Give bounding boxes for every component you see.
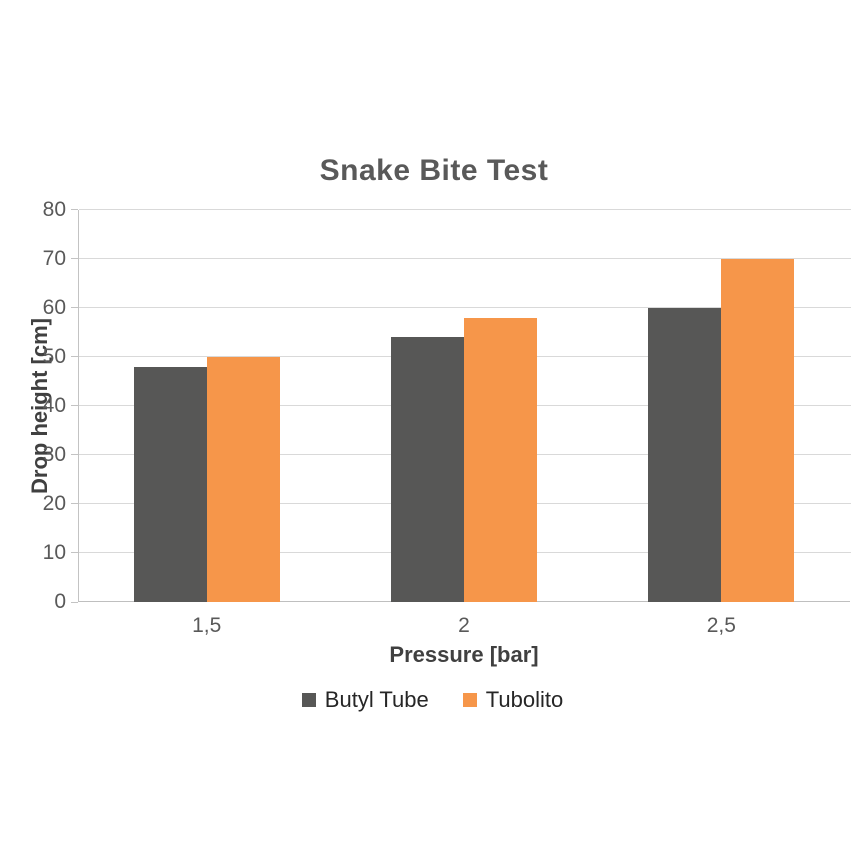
y-axis-tick — [71, 602, 78, 603]
y-tick-label-40: 40 — [42, 394, 66, 417]
bar-tubolito-2,5 — [721, 259, 795, 602]
y-axis-tick — [71, 405, 78, 406]
y-axis-tick — [71, 356, 78, 357]
y-tick-label-0: 0 — [54, 590, 66, 613]
y-tick-label-80: 80 — [42, 198, 66, 221]
bar-butyl-tube-1,5 — [133, 366, 207, 602]
x-axis-title: Pressure [bar] — [389, 642, 539, 667]
chart-legend: Butyl Tube Tubolito — [0, 687, 865, 713]
y-tick-label-20: 20 — [42, 492, 66, 515]
legend-item-butyl-tube: Butyl Tube — [301, 687, 429, 713]
bar-group-2 — [335, 210, 592, 602]
legend-swatch-icon — [301, 693, 316, 707]
y-axis-tick — [71, 503, 78, 504]
y-tick-label-30: 30 — [42, 443, 66, 466]
chart-title: Snake Bite Test — [319, 154, 549, 187]
x-axis-tick-labels: 1,5 2 2,5 — [78, 614, 850, 638]
gridline-60 — [79, 307, 851, 308]
gridline-80 — [79, 209, 851, 210]
y-tick-label-10: 10 — [42, 541, 66, 564]
y-axis-tick — [71, 209, 78, 210]
bar-groups — [78, 210, 850, 602]
x-tick-label-2,5: 2,5 — [706, 614, 736, 637]
legend-swatch-icon — [462, 693, 477, 707]
bar-group-1,5 — [78, 210, 335, 602]
y-tick-label-70: 70 — [42, 247, 66, 270]
legend-label: Tubolito — [485, 687, 564, 712]
y-tick-label-60: 60 — [42, 296, 66, 319]
bar-group-2,5 — [593, 210, 850, 602]
y-axis-tick — [71, 258, 78, 259]
y-axis-tick — [71, 454, 78, 455]
y-axis-tick — [71, 307, 78, 308]
x-tick-label-1,5: 1,5 — [192, 614, 222, 637]
y-tick-label-50: 50 — [42, 345, 66, 368]
bar-tubolito-1,5 — [206, 357, 280, 602]
bar-butyl-tube-2 — [390, 337, 464, 602]
x-tick-label-2: 2 — [458, 614, 470, 637]
legend-item-tubolito: Tubolito — [462, 687, 564, 713]
bar-tubolito-2 — [463, 317, 537, 602]
y-axis-tick — [71, 552, 78, 553]
legend-label: Butyl Tube — [324, 687, 429, 712]
bar-butyl-tube-2,5 — [648, 308, 722, 602]
gridline-70 — [79, 258, 851, 259]
